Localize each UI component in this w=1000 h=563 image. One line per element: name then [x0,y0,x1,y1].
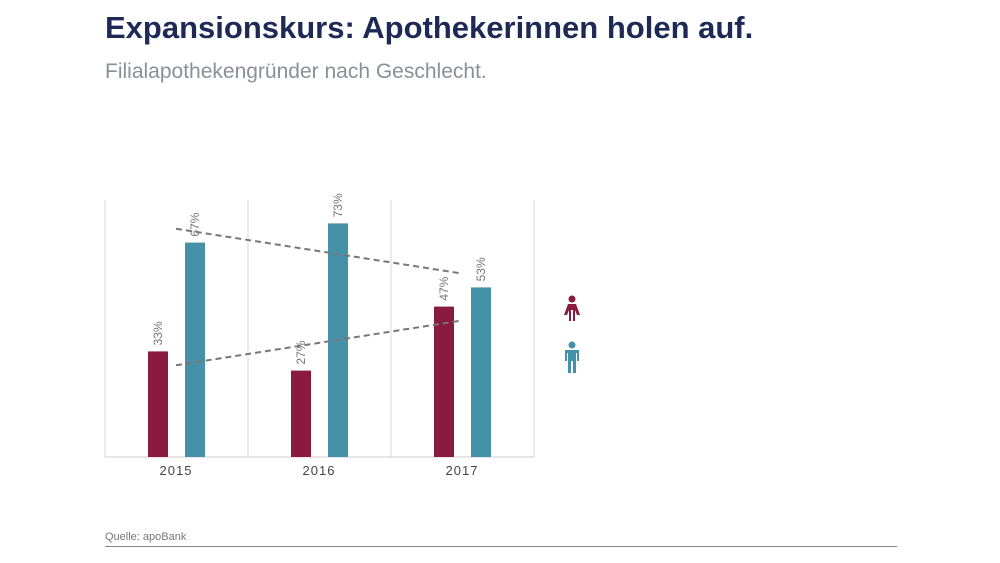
data-label: 73% [331,193,345,217]
page-subtitle: Filialapothekengründer nach Geschlecht. [105,60,487,83]
male-icon [565,341,579,373]
x-tick-label: 2017 [446,463,479,478]
data-label: 53% [474,257,488,281]
female-icon [564,295,580,321]
trendline-männer [175,227,463,275]
x-tick-label: 2016 [303,463,336,478]
source-note: Quelle: apoBank [105,531,187,543]
page-title: Expansionskurs: Apothekerinnen holen auf… [105,10,754,45]
bar-frauen-2017 [434,306,454,457]
trendline-frauen [175,319,463,367]
bar-männer-2015 [185,242,205,457]
bar-frauen-2015 [148,351,168,457]
x-tick-label: 2015 [160,463,193,478]
bar-frauen-2016 [291,370,311,457]
data-label: 33% [151,321,165,345]
data-label: 27% [294,340,308,364]
data-label: 47% [437,276,451,300]
bar-männer-2017 [471,287,491,457]
footer-divider [105,546,897,547]
